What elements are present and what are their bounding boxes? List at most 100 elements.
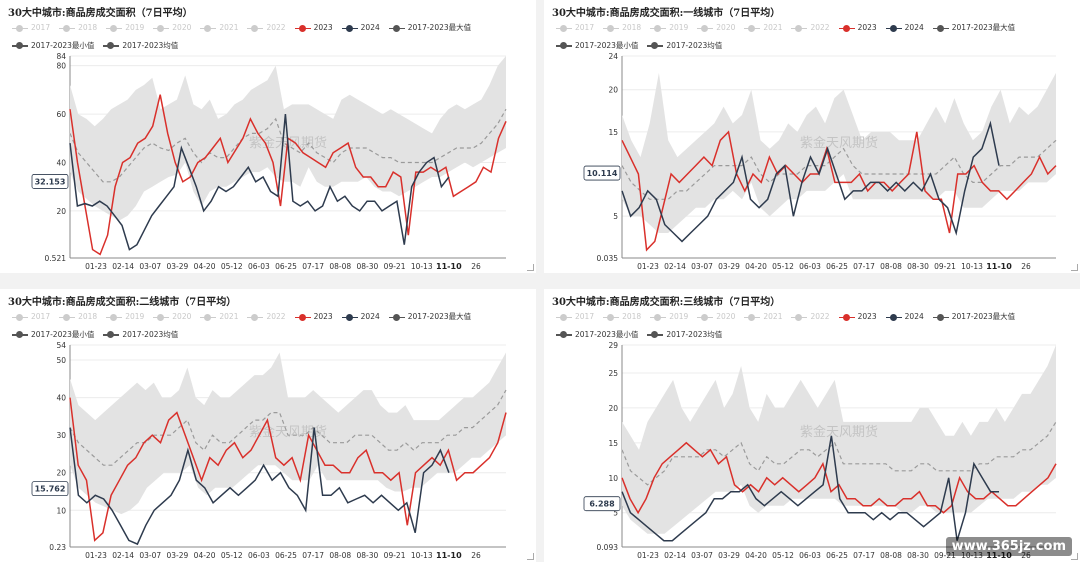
y-tick-label: 54 <box>56 341 66 350</box>
y-tick-label: 40 <box>56 158 66 167</box>
chart-legend: 2017 2018 2019 2020 2021 2022 2023 2024 2017-202… <box>12 309 532 344</box>
legend-item-2020[interactable]: 2020 <box>697 309 735 325</box>
legend-item-2023[interactable]: 2023 <box>294 309 333 325</box>
series-2024-line <box>621 435 999 542</box>
legend-label: 2017-2023最大值 <box>951 312 1016 321</box>
legend-label: 2023 <box>857 312 877 321</box>
resize-handle-icon[interactable] <box>527 553 534 560</box>
series-2023-line <box>621 441 1057 515</box>
legend-marker-icon <box>247 24 264 32</box>
legend-item-2019[interactable]: 2019 <box>106 309 144 325</box>
legend-item-2021[interactable]: 2021 <box>744 309 782 325</box>
legend-item-2018[interactable]: 2018 <box>603 20 641 36</box>
legend-item-2017-2023最大值[interactable]: 2017-2023最大值 <box>932 309 1016 325</box>
legend-marker-icon <box>12 331 28 338</box>
chart-legend: 2017 2018 2019 2020 2021 2022 2023 2024 2017-202… <box>12 20 532 55</box>
legend-label: 2017 <box>31 312 51 321</box>
legend-marker-icon <box>103 42 120 49</box>
legend-label: 2023 <box>857 23 877 32</box>
legend-item-2024[interactable]: 2024 <box>885 20 924 36</box>
legend-item-2022[interactable]: 2022 <box>247 309 286 325</box>
legend-item-2017-2023均值[interactable]: 2017-2023均值 <box>647 327 722 343</box>
legend-item-2017-2023均值[interactable]: 2017-2023均值 <box>103 38 178 54</box>
legend-marker-icon <box>153 24 170 32</box>
legend-marker-icon <box>647 42 664 49</box>
chart-title: 30大中城市:商品房成交面积（7日平均） <box>8 8 193 19</box>
legend-item-2017[interactable]: 2017 <box>12 309 50 325</box>
x-tick-label: 04-20 <box>745 262 767 271</box>
legend-item-2020[interactable]: 2020 <box>153 309 191 325</box>
resize-handle-icon[interactable] <box>527 264 534 271</box>
footer-watermark: www.365jz.com <box>945 537 1072 556</box>
legend-item-2017-2023最大值[interactable]: 2017-2023最大值 <box>388 20 471 36</box>
legend-item-2017-2023最大值[interactable]: 2017-2023最大值 <box>388 309 471 325</box>
x-tick-label: 01-23 <box>637 262 659 271</box>
legend-item-2022[interactable]: 2022 <box>791 309 830 325</box>
resize-handle-icon[interactable] <box>1071 264 1078 271</box>
legend-label: 2020 <box>172 312 192 321</box>
legend-label: 2024 <box>360 312 380 321</box>
x-tick-label: 01-23 <box>637 551 659 560</box>
legend-item-2023[interactable]: 2023 <box>294 20 333 36</box>
legend-item-2019[interactable]: 2019 <box>106 20 144 36</box>
legend-item-2019[interactable]: 2019 <box>650 20 688 36</box>
legend-item-2021[interactable]: 2021 <box>200 20 238 36</box>
legend-item-2020[interactable]: 2020 <box>153 20 191 36</box>
legend-label: 2022 <box>266 23 286 32</box>
x-tick-label: 03-29 <box>167 262 189 271</box>
y-tick-label: 15 <box>608 439 618 448</box>
legend-label: 2024 <box>360 23 380 32</box>
x-tick-label: 03-07 <box>691 551 713 560</box>
y-tick-label: 5 <box>613 509 618 518</box>
x-tick-label: 10-13 <box>411 551 433 560</box>
legend-marker-icon <box>294 24 311 32</box>
legend-label: 2019 <box>125 312 145 321</box>
legend-item-2017-2023最小值[interactable]: 2017-2023最小值 <box>12 38 94 54</box>
x-tick-label: 04-20 <box>194 551 216 560</box>
legend-item-2017-2023最大值[interactable]: 2017-2023最大值 <box>932 20 1016 36</box>
x-tick-label: 02-14 <box>112 262 134 271</box>
x-tick-label: 09-21 <box>384 262 406 271</box>
legend-item-2024[interactable]: 2024 <box>341 309 380 325</box>
legend-item-2022[interactable]: 2022 <box>247 20 286 36</box>
x-tick-label: 26 <box>471 551 481 560</box>
legend-label: 2017-2023均值 <box>122 329 179 339</box>
legend-item-2021[interactable]: 2021 <box>200 309 238 325</box>
legend-label: 2022 <box>266 312 286 321</box>
legend-item-2017[interactable]: 2017 <box>556 20 594 36</box>
resize-handle-icon[interactable] <box>1071 553 1078 560</box>
legend-item-2018[interactable]: 2018 <box>603 309 641 325</box>
x-tick-label: 06-03 <box>799 262 821 271</box>
legend-marker-icon <box>200 313 217 321</box>
legend-item-2023[interactable]: 2023 <box>838 309 877 325</box>
legend-label: 2021 <box>219 312 239 321</box>
legend-item-2019[interactable]: 2019 <box>650 309 688 325</box>
legend-item-2018[interactable]: 2018 <box>59 309 97 325</box>
x-tick-label: 11-10 <box>436 262 462 271</box>
legend-item-2017[interactable]: 2017 <box>556 309 594 325</box>
x-tick-label: 05-12 <box>772 551 794 560</box>
y-tick-label: 50 <box>56 356 66 365</box>
legend-item-2021[interactable]: 2021 <box>744 20 782 36</box>
legend-item-2017-2023均值[interactable]: 2017-2023均值 <box>647 38 722 54</box>
y-tick-label: 40 <box>56 394 66 403</box>
x-tick-label: 08-30 <box>907 551 929 560</box>
y-tick-label: 29 <box>608 341 618 350</box>
legend-item-2024[interactable]: 2024 <box>885 309 924 325</box>
legend-label: 2017-2023最大值 <box>951 23 1016 32</box>
legend-item-2023[interactable]: 2023 <box>838 20 877 36</box>
legend-item-2022[interactable]: 2022 <box>791 20 830 36</box>
legend-item-2018[interactable]: 2018 <box>59 20 97 36</box>
legend-item-2017-2023最小值[interactable]: 2017-2023最小值 <box>556 38 638 54</box>
x-tick-label: 06-25 <box>826 551 848 560</box>
legend-item-2017-2023均值[interactable]: 2017-2023均值 <box>103 327 178 343</box>
legend-item-2017-2023最小值[interactable]: 2017-2023最小值 <box>556 327 638 343</box>
legend-item-2024[interactable]: 2024 <box>341 20 380 36</box>
legend-item-2017-2023最小值[interactable]: 2017-2023最小值 <box>12 327 94 343</box>
legend-label: 2017-2023均值 <box>122 40 179 50</box>
legend-marker-icon <box>294 313 311 321</box>
legend-item-2020[interactable]: 2020 <box>697 20 735 36</box>
legend-label: 2020 <box>172 23 192 32</box>
legend-item-2017[interactable]: 2017 <box>12 20 50 36</box>
x-tick-label: 07-17 <box>302 262 324 271</box>
